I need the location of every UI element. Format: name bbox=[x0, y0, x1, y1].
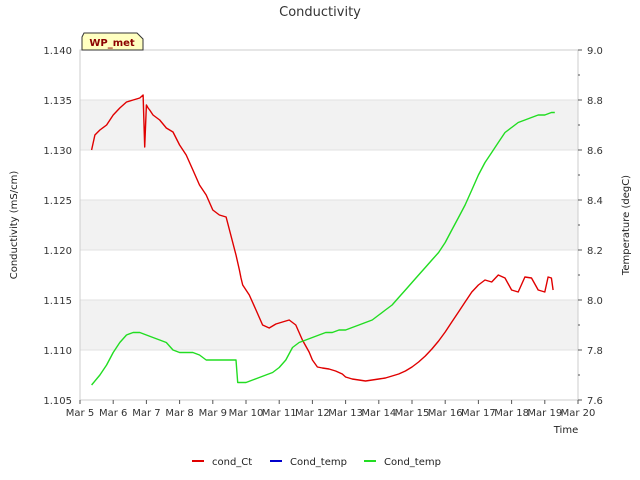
x-tick-label-15: Mar 20 bbox=[561, 408, 596, 419]
legend-label-0: cond_Ct bbox=[212, 457, 252, 468]
x-tick-label-2: Mar 7 bbox=[132, 408, 160, 419]
x-tick-label-6: Mar 11 bbox=[262, 408, 297, 419]
y-right-tick-label-2: 8.0 bbox=[587, 296, 603, 307]
y-right-tick-label-7: 9.0 bbox=[587, 46, 603, 57]
x-tick-label-11: Mar 16 bbox=[428, 408, 463, 419]
gridlines bbox=[80, 49, 578, 401]
x-tick-label-1: Mar 6 bbox=[99, 408, 127, 419]
y-left-tick-label-5: 1.130 bbox=[43, 146, 72, 157]
y-left-tick-label-1: 1.110 bbox=[43, 346, 72, 357]
x-tick-label-9: Mar 14 bbox=[361, 408, 396, 419]
y-right-axis-ticks: 7.6 7.8 8.0 8.2 8.4 8.6 8.8 9.0 bbox=[578, 46, 603, 407]
station-label: WP_met bbox=[89, 38, 135, 49]
y-left-axis-label: Conductivity (mS/cm) bbox=[9, 171, 20, 280]
y-right-tick-label-0: 7.6 bbox=[587, 396, 603, 407]
y-left-axis-ticks: 1.105 1.110 1.115 1.120 1.125 1.130 1.135 1.140 bbox=[43, 46, 72, 407]
x-tick-label-7: Mar 12 bbox=[295, 408, 330, 419]
y-left-tick-label-7: 1.140 bbox=[43, 46, 72, 57]
y-left-tick-label-3: 1.120 bbox=[43, 246, 72, 257]
series-line-0 bbox=[90, 94, 554, 382]
legend-label-2: Cond_temp bbox=[384, 457, 441, 468]
x-tick-label-4: Mar 9 bbox=[199, 408, 227, 419]
y-left-tick-label-2: 1.115 bbox=[43, 296, 72, 307]
band-1 bbox=[80, 200, 578, 250]
x-tick-label-10: Mar 15 bbox=[395, 408, 430, 419]
band-0 bbox=[80, 300, 578, 350]
series-lines bbox=[90, 94, 555, 386]
x-tick-label-3: Mar 8 bbox=[165, 408, 193, 419]
y-left-tick-label-4: 1.125 bbox=[43, 196, 72, 207]
band-2 bbox=[80, 100, 578, 150]
station-badge: WP_met bbox=[81, 32, 144, 51]
y-right-tick-label-6: 8.8 bbox=[587, 96, 603, 107]
legend-label-1: Cond_temp bbox=[290, 457, 347, 468]
x-tick-label-14: Mar 19 bbox=[527, 408, 562, 419]
y-right-tick-label-5: 8.6 bbox=[587, 146, 603, 157]
y-right-axis-label: Temperature (degC) bbox=[621, 175, 632, 276]
x-tick-label-12: Mar 17 bbox=[461, 408, 496, 419]
x-tick-label-5: Mar 10 bbox=[229, 408, 264, 419]
background-bands bbox=[80, 100, 578, 350]
station-badge-box bbox=[81, 32, 144, 51]
chart-title: Conductivity bbox=[279, 5, 361, 20]
series-line-2 bbox=[91, 111, 555, 386]
x-tick-label-8: Mar 13 bbox=[328, 408, 363, 419]
y-left-tick-label-6: 1.135 bbox=[43, 96, 72, 107]
y-right-tick-label-4: 8.4 bbox=[587, 196, 603, 207]
y-left-tick-label-0: 1.105 bbox=[43, 396, 72, 407]
x-axis-label: Time bbox=[553, 425, 578, 436]
y-right-tick-label-1: 7.8 bbox=[587, 346, 603, 357]
y-right-tick-label-3: 8.2 bbox=[587, 246, 603, 257]
legend: cond_Ct Cond_temp Cond_temp bbox=[192, 457, 441, 468]
x-tick-label-13: Mar 18 bbox=[494, 408, 529, 419]
x-tick-label-0: Mar 5 bbox=[66, 408, 94, 419]
